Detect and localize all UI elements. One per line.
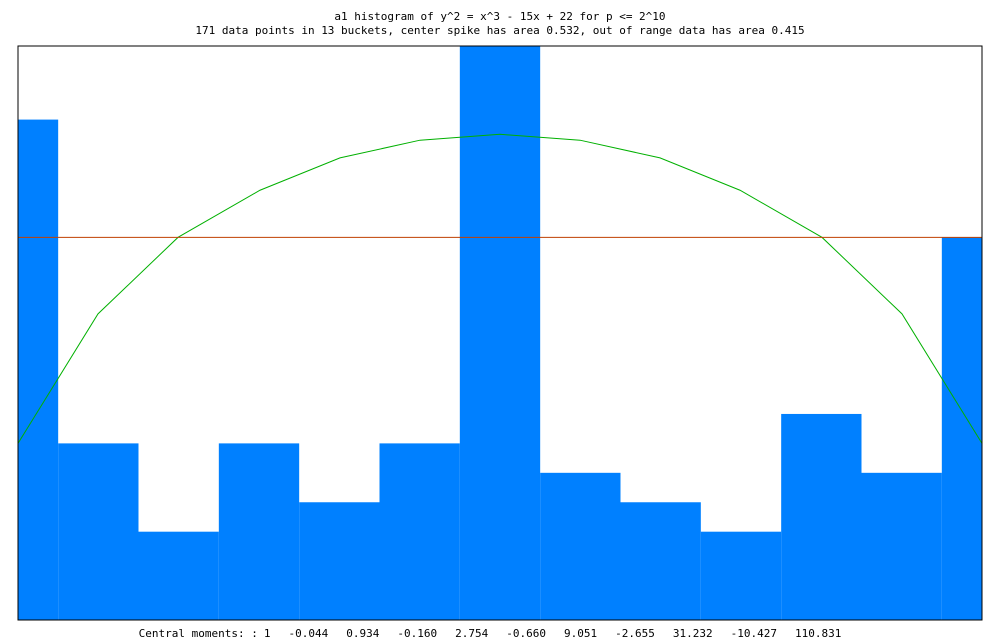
moment-value: 1 — [264, 627, 271, 640]
bar — [540, 472, 621, 620]
moment-value: 2.754 — [455, 627, 488, 640]
bar — [379, 443, 460, 620]
bar — [781, 413, 862, 620]
moment-value: -0.044 — [289, 627, 329, 640]
bar — [58, 443, 139, 620]
bar — [18, 119, 59, 620]
moment-value: -0.160 — [397, 627, 437, 640]
bar — [700, 531, 782, 620]
plot-border — [17, 45, 983, 621]
bar — [299, 502, 380, 620]
bar — [138, 531, 219, 620]
moments-label: Central moments: : — [139, 627, 258, 640]
chart-title: a1 histogram of y^2 = x^3 - 15x + 22 for… — [334, 10, 665, 23]
bar — [861, 472, 942, 620]
chart-subtitle: 171 data points in 13 buckets, center sp… — [195, 24, 804, 37]
moment-value: -2.655 — [615, 627, 655, 640]
bar — [459, 46, 541, 620]
moment-value: 9.051 — [564, 627, 597, 640]
moment-value: 110.831 — [795, 627, 841, 640]
moment-value: -10.427 — [731, 627, 777, 640]
moment-value: 0.934 — [346, 627, 379, 640]
moment-value: -0.660 — [506, 627, 546, 640]
moment-value: 31.232 — [673, 627, 713, 640]
bar — [620, 502, 701, 620]
central-moments: Central moments: : 1 -0.044 0.934 -0.160 2.75… — [139, 627, 842, 640]
bar — [941, 237, 982, 621]
bar — [218, 443, 300, 620]
